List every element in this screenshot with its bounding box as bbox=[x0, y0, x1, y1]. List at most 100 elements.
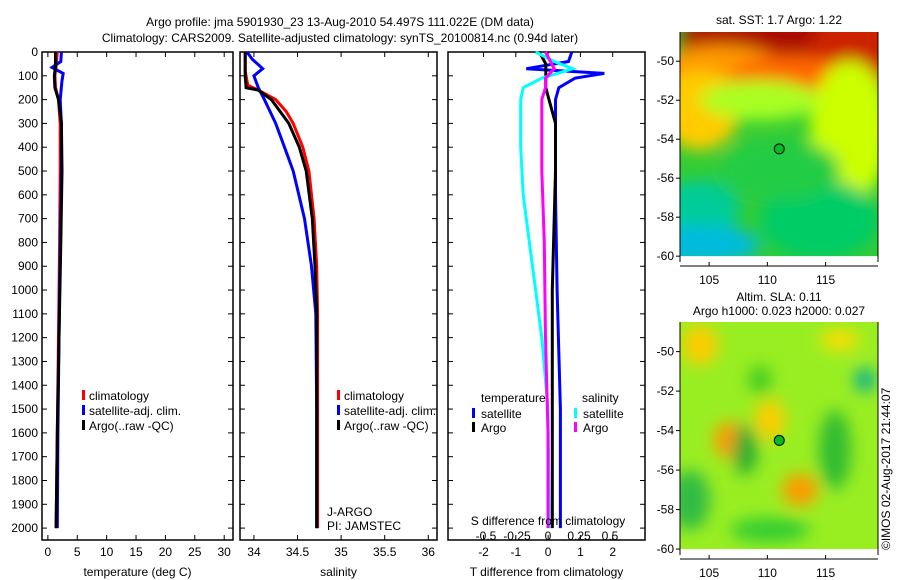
x-tick-label: 35.5 bbox=[373, 545, 397, 559]
lat-tick-label: -60 bbox=[657, 542, 675, 556]
depth-tick-label: 300 bbox=[18, 116, 38, 130]
difference-series-t-argo bbox=[537, 51, 557, 529]
depth-tick-label: 1200 bbox=[11, 331, 38, 345]
field-patch bbox=[748, 365, 772, 395]
credit-text: ©IMOS 02-Aug-2017 21:44:07 bbox=[879, 387, 893, 550]
legend-swatch bbox=[82, 420, 85, 430]
depth-tick-label: 1500 bbox=[11, 402, 38, 416]
temperature-axes-box bbox=[41, 51, 234, 541]
annotation-text: J-ARGO bbox=[327, 505, 372, 519]
depth-tick-label: 400 bbox=[18, 140, 38, 154]
legend-swatch bbox=[82, 405, 85, 415]
field-patch bbox=[730, 518, 810, 542]
legend-swatch bbox=[472, 422, 475, 432]
x-tick-label: 10 bbox=[100, 545, 114, 559]
s-tick-label: -0.5 bbox=[476, 529, 497, 543]
title-line-1: Argo profile: jma 5901930_23 13-Aug-2010… bbox=[146, 15, 534, 29]
lon-tick-label: 105 bbox=[699, 273, 719, 287]
depth-tick-label: 1000 bbox=[11, 283, 38, 297]
lon-tick-label: 115 bbox=[816, 273, 835, 287]
salinity-series-satellite-adj-clim- bbox=[245, 51, 319, 529]
x-tick-label: -2 bbox=[478, 545, 489, 559]
lat-tick-label: -50 bbox=[657, 54, 675, 68]
legend-label: satellite-adj. clim. bbox=[89, 404, 181, 418]
field-patch bbox=[760, 180, 878, 260]
s-diff-xlabel: S difference from climatology bbox=[471, 514, 626, 528]
legend-label: satellite-adj. clim. bbox=[344, 404, 436, 418]
legend-swatch bbox=[472, 408, 475, 418]
temperature-xlabel: temperature (deg C) bbox=[83, 565, 191, 579]
lon-tick-label: 105 bbox=[699, 566, 719, 580]
field-patch bbox=[855, 368, 875, 392]
sla-map-title: Altim. SLA: 0.11 bbox=[736, 290, 821, 304]
lon-tick-label: 115 bbox=[816, 566, 835, 580]
legend-title-temperature: temperature bbox=[481, 391, 546, 405]
x-tick-label: 36 bbox=[422, 545, 436, 559]
depth-tick-label: 100 bbox=[18, 69, 38, 83]
s-tick-label: 0 bbox=[545, 529, 552, 543]
x-tick-label: 15 bbox=[129, 545, 143, 559]
lat-tick-label: -54 bbox=[657, 424, 675, 438]
lon-tick-label: 110 bbox=[758, 566, 777, 580]
legend-title-salinity: salinity bbox=[582, 391, 619, 405]
depth-tick-label: 500 bbox=[18, 164, 38, 178]
depth-tick-label: 0 bbox=[31, 45, 38, 59]
sla-map-subtitle: Argo h1000: 0.023 h2000: 0.027 bbox=[693, 304, 865, 318]
x-tick-label: 25 bbox=[188, 545, 202, 559]
lat-tick-label: -56 bbox=[657, 463, 675, 477]
lat-tick-label: -58 bbox=[657, 210, 675, 224]
title-line-2: Climatology: CARS2009. Satellite-adjuste… bbox=[102, 31, 578, 45]
lat-tick-label: -60 bbox=[657, 249, 675, 263]
x-tick-label: 1 bbox=[577, 545, 584, 559]
depth-tick-label: 200 bbox=[18, 93, 38, 107]
field-patch bbox=[820, 330, 860, 350]
legend-label: Argo(..raw -QC) bbox=[344, 419, 429, 433]
salinity-series-argo-raw-qc- bbox=[243, 52, 319, 529]
map-blobs bbox=[680, 32, 878, 262]
depth-tick-label: 700 bbox=[18, 212, 38, 226]
legend-label: climatology bbox=[344, 389, 404, 403]
field-patch bbox=[680, 180, 740, 240]
difference-xlabel: T difference from climatology bbox=[470, 565, 624, 579]
s-tick-label: -0.25 bbox=[503, 529, 531, 543]
lat-tick-label: -56 bbox=[657, 171, 675, 185]
legend-swatch bbox=[82, 390, 85, 400]
legend-label: Argo bbox=[481, 421, 507, 435]
depth-tick-label: 1100 bbox=[12, 307, 38, 321]
difference-series-s-satellite bbox=[519, 50, 578, 529]
depth-tick-label: 1400 bbox=[11, 378, 38, 392]
depth-tick-label: 1600 bbox=[11, 426, 38, 440]
lat-tick-label: -50 bbox=[657, 345, 675, 359]
x-tick-label: -1 bbox=[510, 545, 521, 559]
field-patch bbox=[782, 474, 818, 506]
x-tick-label: 35 bbox=[334, 545, 348, 559]
difference-series-s-argo bbox=[540, 51, 557, 529]
x-tick-label: 34.5 bbox=[286, 545, 310, 559]
field-patch bbox=[680, 225, 760, 262]
field-patch bbox=[680, 470, 710, 530]
depth-tick-label: 1800 bbox=[11, 473, 38, 487]
x-tick-label: 5 bbox=[74, 545, 81, 559]
salinity-xlabel: salinity bbox=[320, 565, 357, 579]
plots-group: 0 5 10 15 20 25 30 temperature (deg C) 0 100 200 30… bbox=[11, 13, 879, 580]
legend-swatch bbox=[574, 422, 577, 432]
lat-tick-label: -52 bbox=[657, 93, 675, 107]
depth-tick-label: 900 bbox=[18, 259, 38, 273]
sst-map-field bbox=[680, 32, 878, 262]
legend-swatch bbox=[337, 420, 340, 430]
field-patch bbox=[700, 80, 820, 120]
depth-tick-label: 1900 bbox=[11, 497, 38, 511]
lat-tick-label: -58 bbox=[657, 503, 675, 517]
argo-location-marker bbox=[773, 434, 785, 446]
legend-label: Argo(..raw -QC) bbox=[89, 419, 174, 433]
x-tick-label: 30 bbox=[218, 545, 232, 559]
legend-label: climatology bbox=[89, 389, 149, 403]
depth-tick-label: 800 bbox=[18, 235, 38, 249]
x-tick-label: 20 bbox=[159, 545, 173, 559]
lat-tick-label: -54 bbox=[657, 132, 675, 146]
legend-label: satellite bbox=[481, 407, 522, 421]
x-tick-label: 2 bbox=[609, 545, 616, 559]
no-data-strip bbox=[680, 549, 878, 555]
